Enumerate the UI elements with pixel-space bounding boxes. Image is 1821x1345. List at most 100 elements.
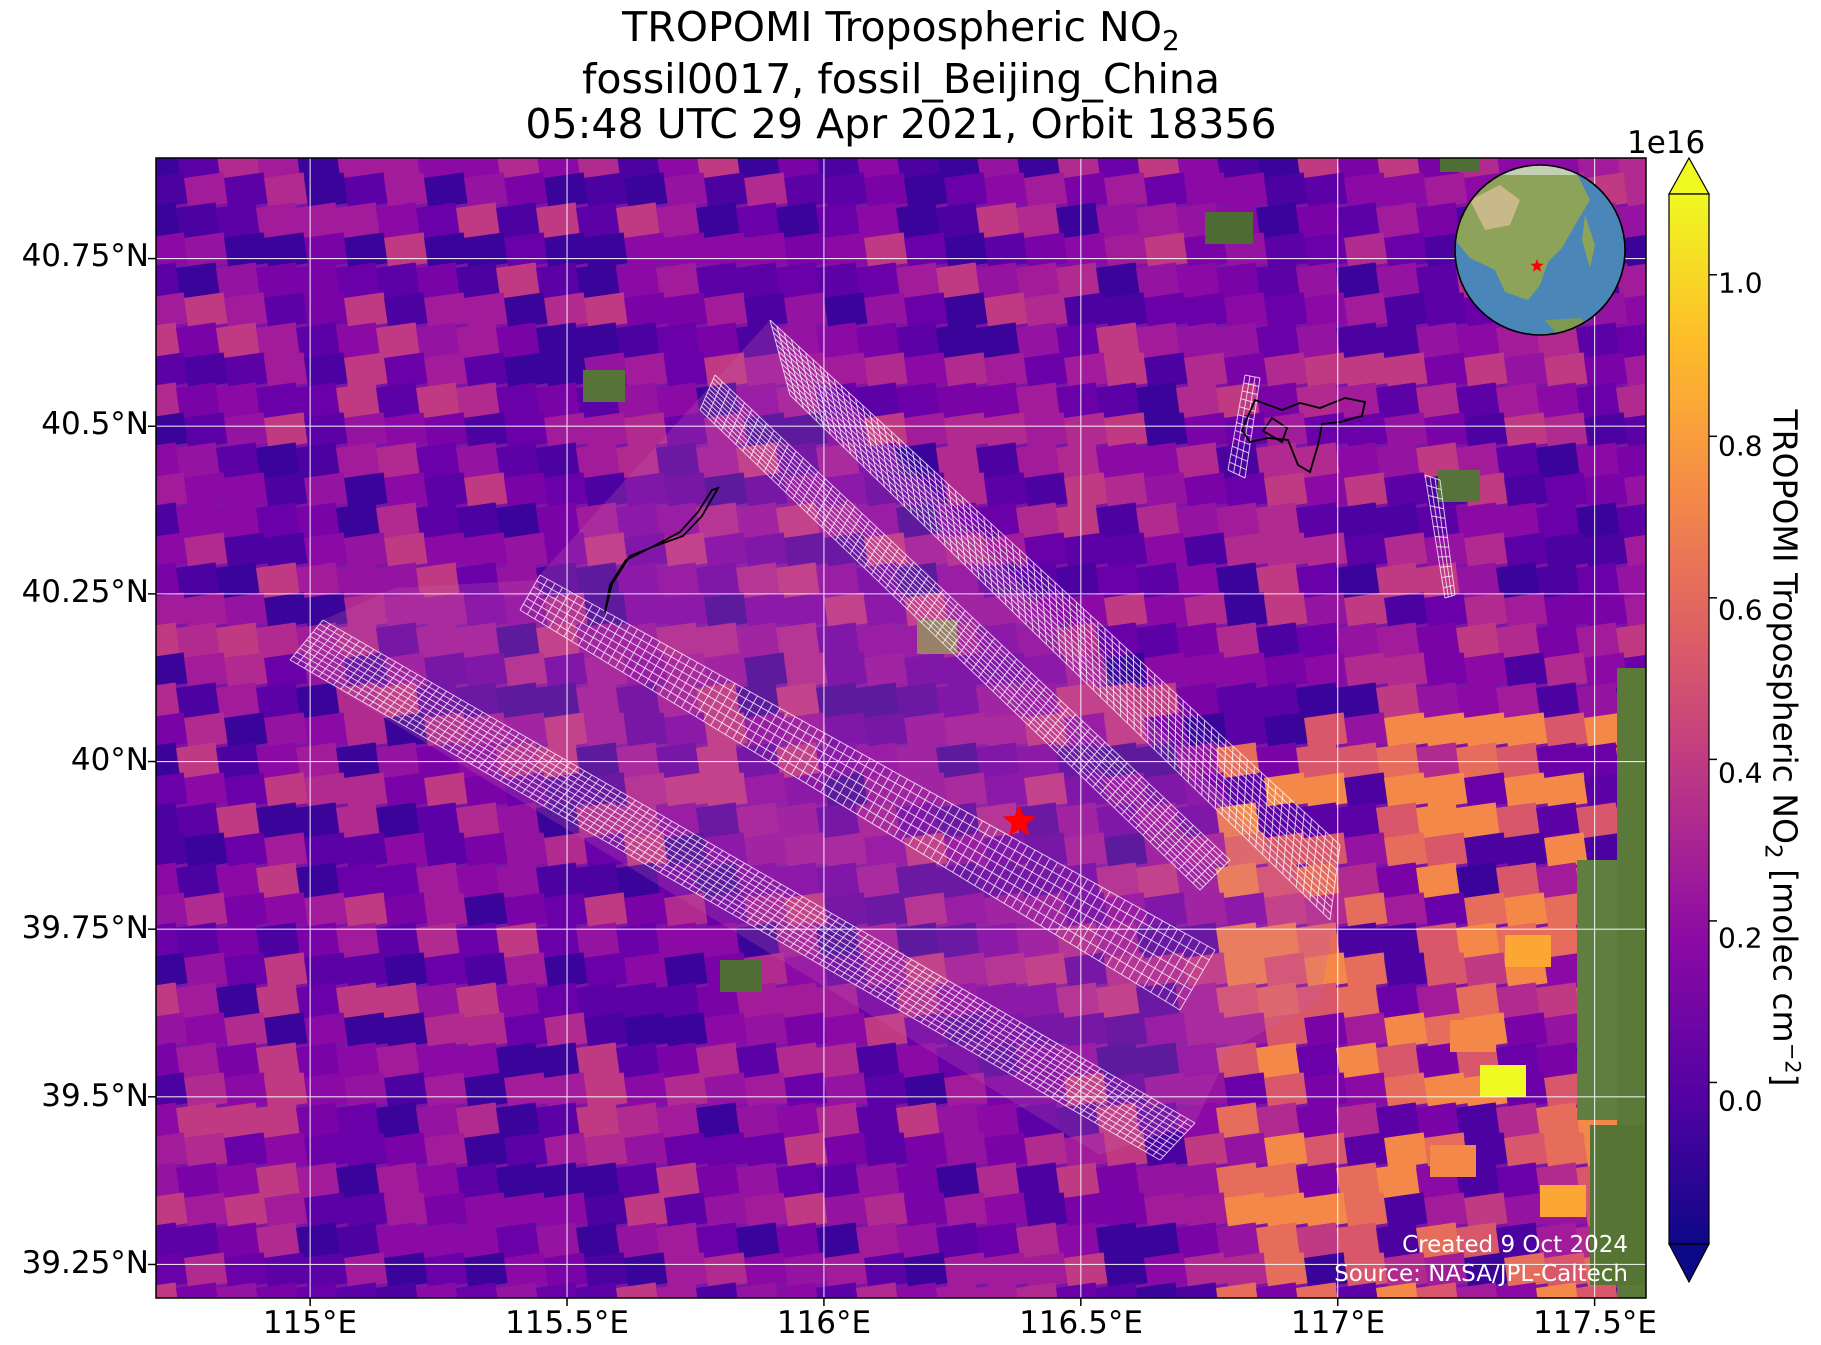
no2-pixel: [1024, 172, 1068, 209]
no2-pixel: [1064, 292, 1108, 329]
no2-pixel: [824, 832, 868, 869]
no2-pixel: [1343, 892, 1388, 929]
no2-pixel: [1495, 1162, 1540, 1199]
no2-pixel: [743, 532, 788, 569]
no2-pixel: [1055, 202, 1100, 239]
no2-pixel: [1464, 1252, 1508, 1289]
no2-pixel: [935, 1162, 980, 1199]
no2-pixel: [944, 1312, 988, 1345]
no2-pixel: [216, 202, 260, 239]
no2-pixel: [1263, 652, 1308, 689]
no2-pixel: [495, 922, 540, 959]
source-credit: Source: NASA/JPL-Caltech: [1334, 1261, 1628, 1287]
no2-pixel: [1144, 412, 1188, 449]
no2-pixel: [1536, 442, 1580, 479]
no2-pixel: [1256, 158, 1300, 179]
no2-pixel: [1496, 862, 1540, 899]
no2-pixel: [156, 472, 188, 509]
no2-pixel: [1216, 802, 1260, 839]
no2-pixel: [416, 562, 460, 599]
no2-pixel: [816, 562, 860, 599]
no2-pixel: [344, 892, 388, 929]
no2-pixel: [1064, 172, 1108, 209]
y-tick-label: 39.5°N: [41, 1078, 149, 1114]
no2-pixel: [824, 352, 868, 389]
no2-pixel: [1024, 1012, 1068, 1049]
no2-pixel: [175, 862, 220, 899]
no2-pixel: [296, 1282, 340, 1298]
no2-pixel: [156, 922, 180, 959]
y-tick-label: 40.25°N: [21, 574, 149, 610]
no2-pixel: [776, 1222, 820, 1259]
no2-pixel: [776, 502, 820, 539]
no2-pixel: [656, 1222, 700, 1259]
no2-pixel: [735, 322, 780, 359]
no2-pixel: [1143, 892, 1188, 929]
no2-pixel: [696, 158, 740, 179]
no2-pixel: [695, 1162, 740, 1199]
colorbar-tick-label: 0.0: [1718, 1084, 1763, 1118]
no2-pixel: [216, 682, 260, 719]
no2-pixel: [215, 1222, 260, 1259]
no2-pixel: [156, 412, 188, 449]
no2-pixel: [535, 682, 580, 719]
no2-pixel: [304, 592, 348, 629]
no2-pixel: [304, 772, 348, 809]
no2-pixel: [1183, 1072, 1228, 1109]
land-patch: [1205, 212, 1253, 244]
no2-pixel: [976, 742, 1020, 779]
no2-pixel: [1496, 442, 1540, 479]
colorbar-gradient: [1669, 194, 1709, 1244]
no2-pixel: [184, 1192, 228, 1229]
no2-pixel: [455, 622, 500, 659]
no2-pixel: [935, 742, 980, 779]
no2-pixel: [1496, 1102, 1540, 1139]
mesh-line: [714, 374, 1231, 861]
no2-pixel: [1056, 562, 1100, 599]
no2-pixel: [156, 592, 188, 629]
no2-pixel: [496, 1282, 540, 1298]
x-tick-label: 117.5°E: [1533, 1305, 1657, 1341]
no2-pixel: [1264, 952, 1308, 989]
no2-pixel: [1264, 532, 1308, 569]
no2-pixel: [1696, 1282, 1740, 1318]
no2-pixel: [463, 832, 508, 869]
y-tick-label: 39.25°N: [21, 1245, 149, 1281]
no2-pixel: [175, 158, 220, 179]
no2-pixel: [1016, 202, 1060, 239]
no2-pixel: [424, 772, 468, 809]
no2-pixel: [984, 172, 1028, 209]
no2-pixel: [1224, 592, 1268, 629]
no2-pixel: [1616, 562, 1646, 599]
no2-pixel: [1376, 682, 1420, 719]
no2-pixel: [656, 742, 700, 779]
no2-pixel: [503, 952, 548, 989]
y-tick-label: 40.5°N: [41, 406, 149, 442]
no2-pixel: [1544, 1252, 1588, 1289]
no2-pixel: [1216, 1102, 1260, 1139]
no2-pixel: [1450, 1020, 1496, 1052]
no2-pixel: [1216, 562, 1260, 599]
no2-pixel: [224, 712, 268, 749]
no2-pixel: [1016, 1222, 1060, 1259]
no2-pixel: [936, 682, 980, 719]
no2-pixel: [216, 982, 260, 1019]
no2-pixel: [1456, 1102, 1500, 1139]
no2-pixel: [1216, 1162, 1260, 1199]
no2-pixel: [463, 652, 508, 689]
no2-pixel: [1455, 922, 1500, 959]
no2-pixel: [855, 1042, 900, 1079]
no2-pixel: [503, 592, 548, 629]
no2-pixel: [1375, 1162, 1420, 1199]
no2-pixel: [543, 412, 588, 449]
no2-pixel: [1176, 682, 1220, 719]
no2-pixel: [1224, 1012, 1268, 1049]
no2-pixel: [864, 772, 908, 809]
no2-pixel: [415, 1162, 460, 1199]
no2-pixel: [156, 832, 188, 869]
no2-pixel: [375, 862, 420, 899]
no2-pixel: [1416, 442, 1460, 479]
no2-pixel: [1096, 382, 1140, 419]
no2-pixel: [1296, 802, 1340, 839]
no2-pixel: [184, 772, 228, 809]
